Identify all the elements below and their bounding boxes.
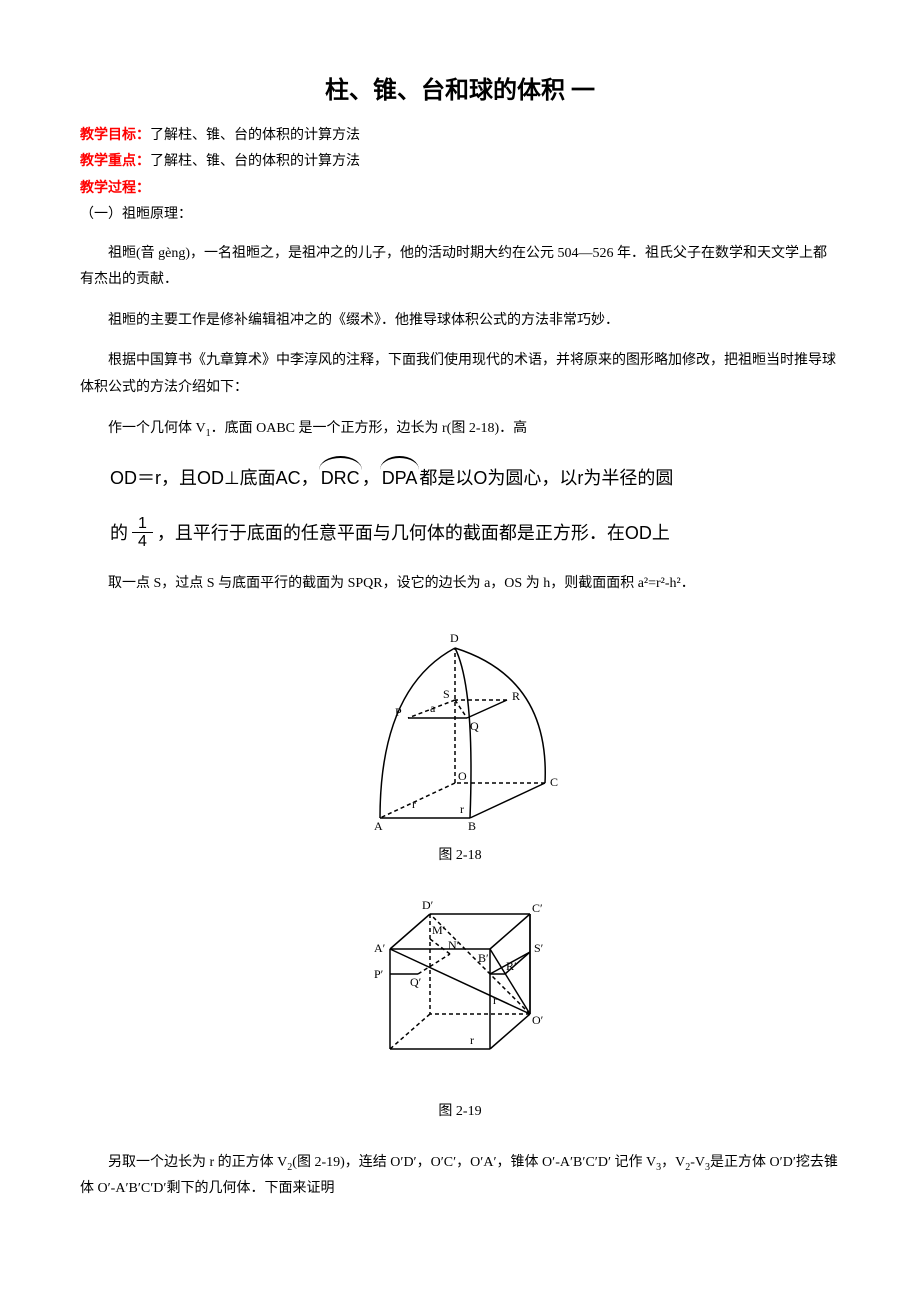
lbl-Rp: R′ xyxy=(506,959,517,973)
lbl-O: O xyxy=(458,769,467,783)
paragraph-1: 祖暅(音 gèng)，一名祖暅之，是祖冲之的儿子，他的活动时期大约在公元 504… xyxy=(80,241,840,294)
lbl-C: C xyxy=(550,775,558,789)
page-title: 柱、锥、台和球的体积 一 xyxy=(80,70,840,105)
focus-text: 了解柱、锥、台的体积的计算方法 xyxy=(150,154,360,169)
teaching-goal-line: 教学目标：了解柱、锥、台的体积的计算方法 xyxy=(80,125,840,147)
lbl-B: B xyxy=(468,819,476,833)
f1-seg2: ， xyxy=(362,462,380,494)
formula-line-2: 的 1 4 ，且平行于底面的任意平面与几何体的截面都是正方形．在OD上 xyxy=(110,515,840,551)
f2-seg1: 的 xyxy=(110,517,128,549)
focus-label: 教学重点： xyxy=(80,154,150,169)
figure-2-18-svg: D R P Q S a O A B C r r xyxy=(350,628,570,838)
paragraph-6: 另取一个边长为 r 的正方体 V2(图 2-19)，连结 O′D′，O′C′，O… xyxy=(80,1150,840,1203)
arc-dpa: DPA xyxy=(380,462,420,494)
paragraph-3: 根据中国算书《九章算术》中李淳风的注释，下面我们使用现代的术语，并将原来的图形略… xyxy=(80,348,840,401)
lbl-A: A xyxy=(374,819,383,833)
lbl-r2c: r xyxy=(470,1033,474,1047)
lbl-a: a xyxy=(430,701,436,715)
lbl-Ap: A′ xyxy=(374,941,386,955)
lbl-Bp: B′ xyxy=(478,951,489,965)
frac-num: 1 xyxy=(132,515,153,534)
lbl-Op: O′ xyxy=(532,1013,544,1027)
goal-label: 教学目标： xyxy=(80,128,150,143)
lbl-Mp: M′ xyxy=(432,923,446,937)
p4-post: ．底面 OABC 是一个正方形，边长为 r(图 2-18)．高 xyxy=(211,421,528,436)
figure-2-19-svg: D′ C′ A′ B′ M′ N′ S′ R′ P′ Q′ O′ r r xyxy=(360,894,560,1094)
lbl-r1: r xyxy=(412,797,416,811)
goal-text: 了解柱、锥、台的体积的计算方法 xyxy=(150,128,360,143)
p4-pre: 作一个几何体 V xyxy=(108,421,206,436)
teaching-focus-line: 教学重点：了解柱、锥、台的体积的计算方法 xyxy=(80,151,840,173)
lbl-r1c: r xyxy=(493,993,497,1007)
lbl-D: D xyxy=(450,631,459,645)
paragraph-5: 取一点 S，过点 S 与底面平行的截面为 SPQR，设它的边长为 a，OS 为 … xyxy=(80,571,840,598)
fraction-1-4: 1 4 xyxy=(132,515,153,551)
lbl-r2: r xyxy=(460,802,464,816)
f1-seg1: OD＝r，且OD⊥底面AC， xyxy=(110,462,319,494)
p6-pre: 另取一个边长为 r 的正方体 V xyxy=(108,1155,287,1170)
lbl-Pp: P′ xyxy=(374,967,384,981)
f2-seg2: ，且平行于底面的任意平面与几何体的截面都是正方形．在OD上 xyxy=(157,517,670,549)
formula-line-1: OD＝r，且OD⊥底面AC， DRC ， DPA 都是以O为圆心，以r为半径的圆 xyxy=(110,462,840,494)
lbl-S: S xyxy=(443,687,450,701)
figure-2-18: D R P Q S a O A B C r r 图 2-18 xyxy=(80,628,840,864)
lbl-Np: N′ xyxy=(448,938,460,952)
lbl-Dp: D′ xyxy=(422,898,434,912)
p6-a: (图 2-19)，连结 O′D′，O′C′，O′A′，锥体 O′-A′B′C′D… xyxy=(292,1155,656,1170)
frac-den: 4 xyxy=(132,533,153,551)
lbl-P: P xyxy=(395,705,402,719)
lbl-Sp: S′ xyxy=(534,941,544,955)
lbl-Cp: C′ xyxy=(532,901,543,915)
teaching-process-line: 教学过程： xyxy=(80,178,840,200)
paragraph-4: 作一个几何体 V1．底面 OABC 是一个正方形，边长为 r(图 2-18)．高 xyxy=(80,416,840,443)
lbl-R: R xyxy=(512,689,520,703)
process-label: 教学过程： xyxy=(80,181,150,196)
lbl-Q: Q xyxy=(470,719,479,733)
p6-b: ，V xyxy=(661,1155,685,1170)
lbl-Qp: Q′ xyxy=(410,975,422,989)
paragraph-2: 祖暅的主要工作是修补编辑祖冲之的《缀术》．他推导球体积公式的方法非常巧妙． xyxy=(80,308,840,335)
section-1-heading: （一）祖暅原理： xyxy=(80,204,840,226)
f1-seg3: 都是以O为圆心，以r为半径的圆 xyxy=(419,462,673,494)
arc-drc: DRC xyxy=(319,462,362,494)
figure-2-19-caption: 图 2-19 xyxy=(80,1100,840,1120)
figure-2-18-caption: 图 2-18 xyxy=(80,844,840,864)
figure-2-19: D′ C′ A′ B′ M′ N′ S′ R′ P′ Q′ O′ r r 图 2… xyxy=(80,894,840,1120)
p6-c: -V xyxy=(690,1155,705,1170)
